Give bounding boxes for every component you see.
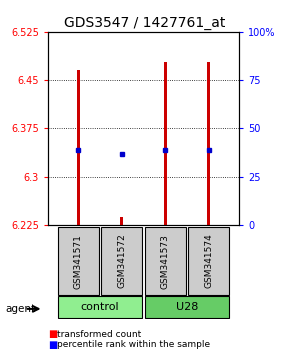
Text: ■: ■ [48, 340, 57, 350]
Text: GSM341571: GSM341571 [74, 234, 83, 289]
Bar [102, 227, 142, 295]
Text: U28: U28 [176, 302, 198, 312]
Text: GSM341574: GSM341574 [204, 234, 213, 289]
Bar [77, 70, 80, 225]
Text: ■: ■ [48, 329, 57, 339]
Text: GSM341572: GSM341572 [117, 234, 126, 289]
Text: agent: agent [6, 304, 36, 314]
Bar [120, 217, 123, 225]
Bar [207, 62, 210, 225]
Bar [145, 296, 229, 318]
Text: percentile rank within the sample: percentile rank within the sample [57, 340, 210, 349]
Bar [164, 62, 167, 225]
Text: control: control [81, 302, 119, 312]
Bar [58, 296, 142, 318]
Bar [58, 227, 99, 295]
Bar [145, 227, 186, 295]
Text: GSM341573: GSM341573 [161, 234, 170, 289]
Text: transformed count: transformed count [57, 330, 141, 339]
Text: GDS3547 / 1427761_at: GDS3547 / 1427761_at [64, 16, 226, 30]
Bar [188, 227, 229, 295]
